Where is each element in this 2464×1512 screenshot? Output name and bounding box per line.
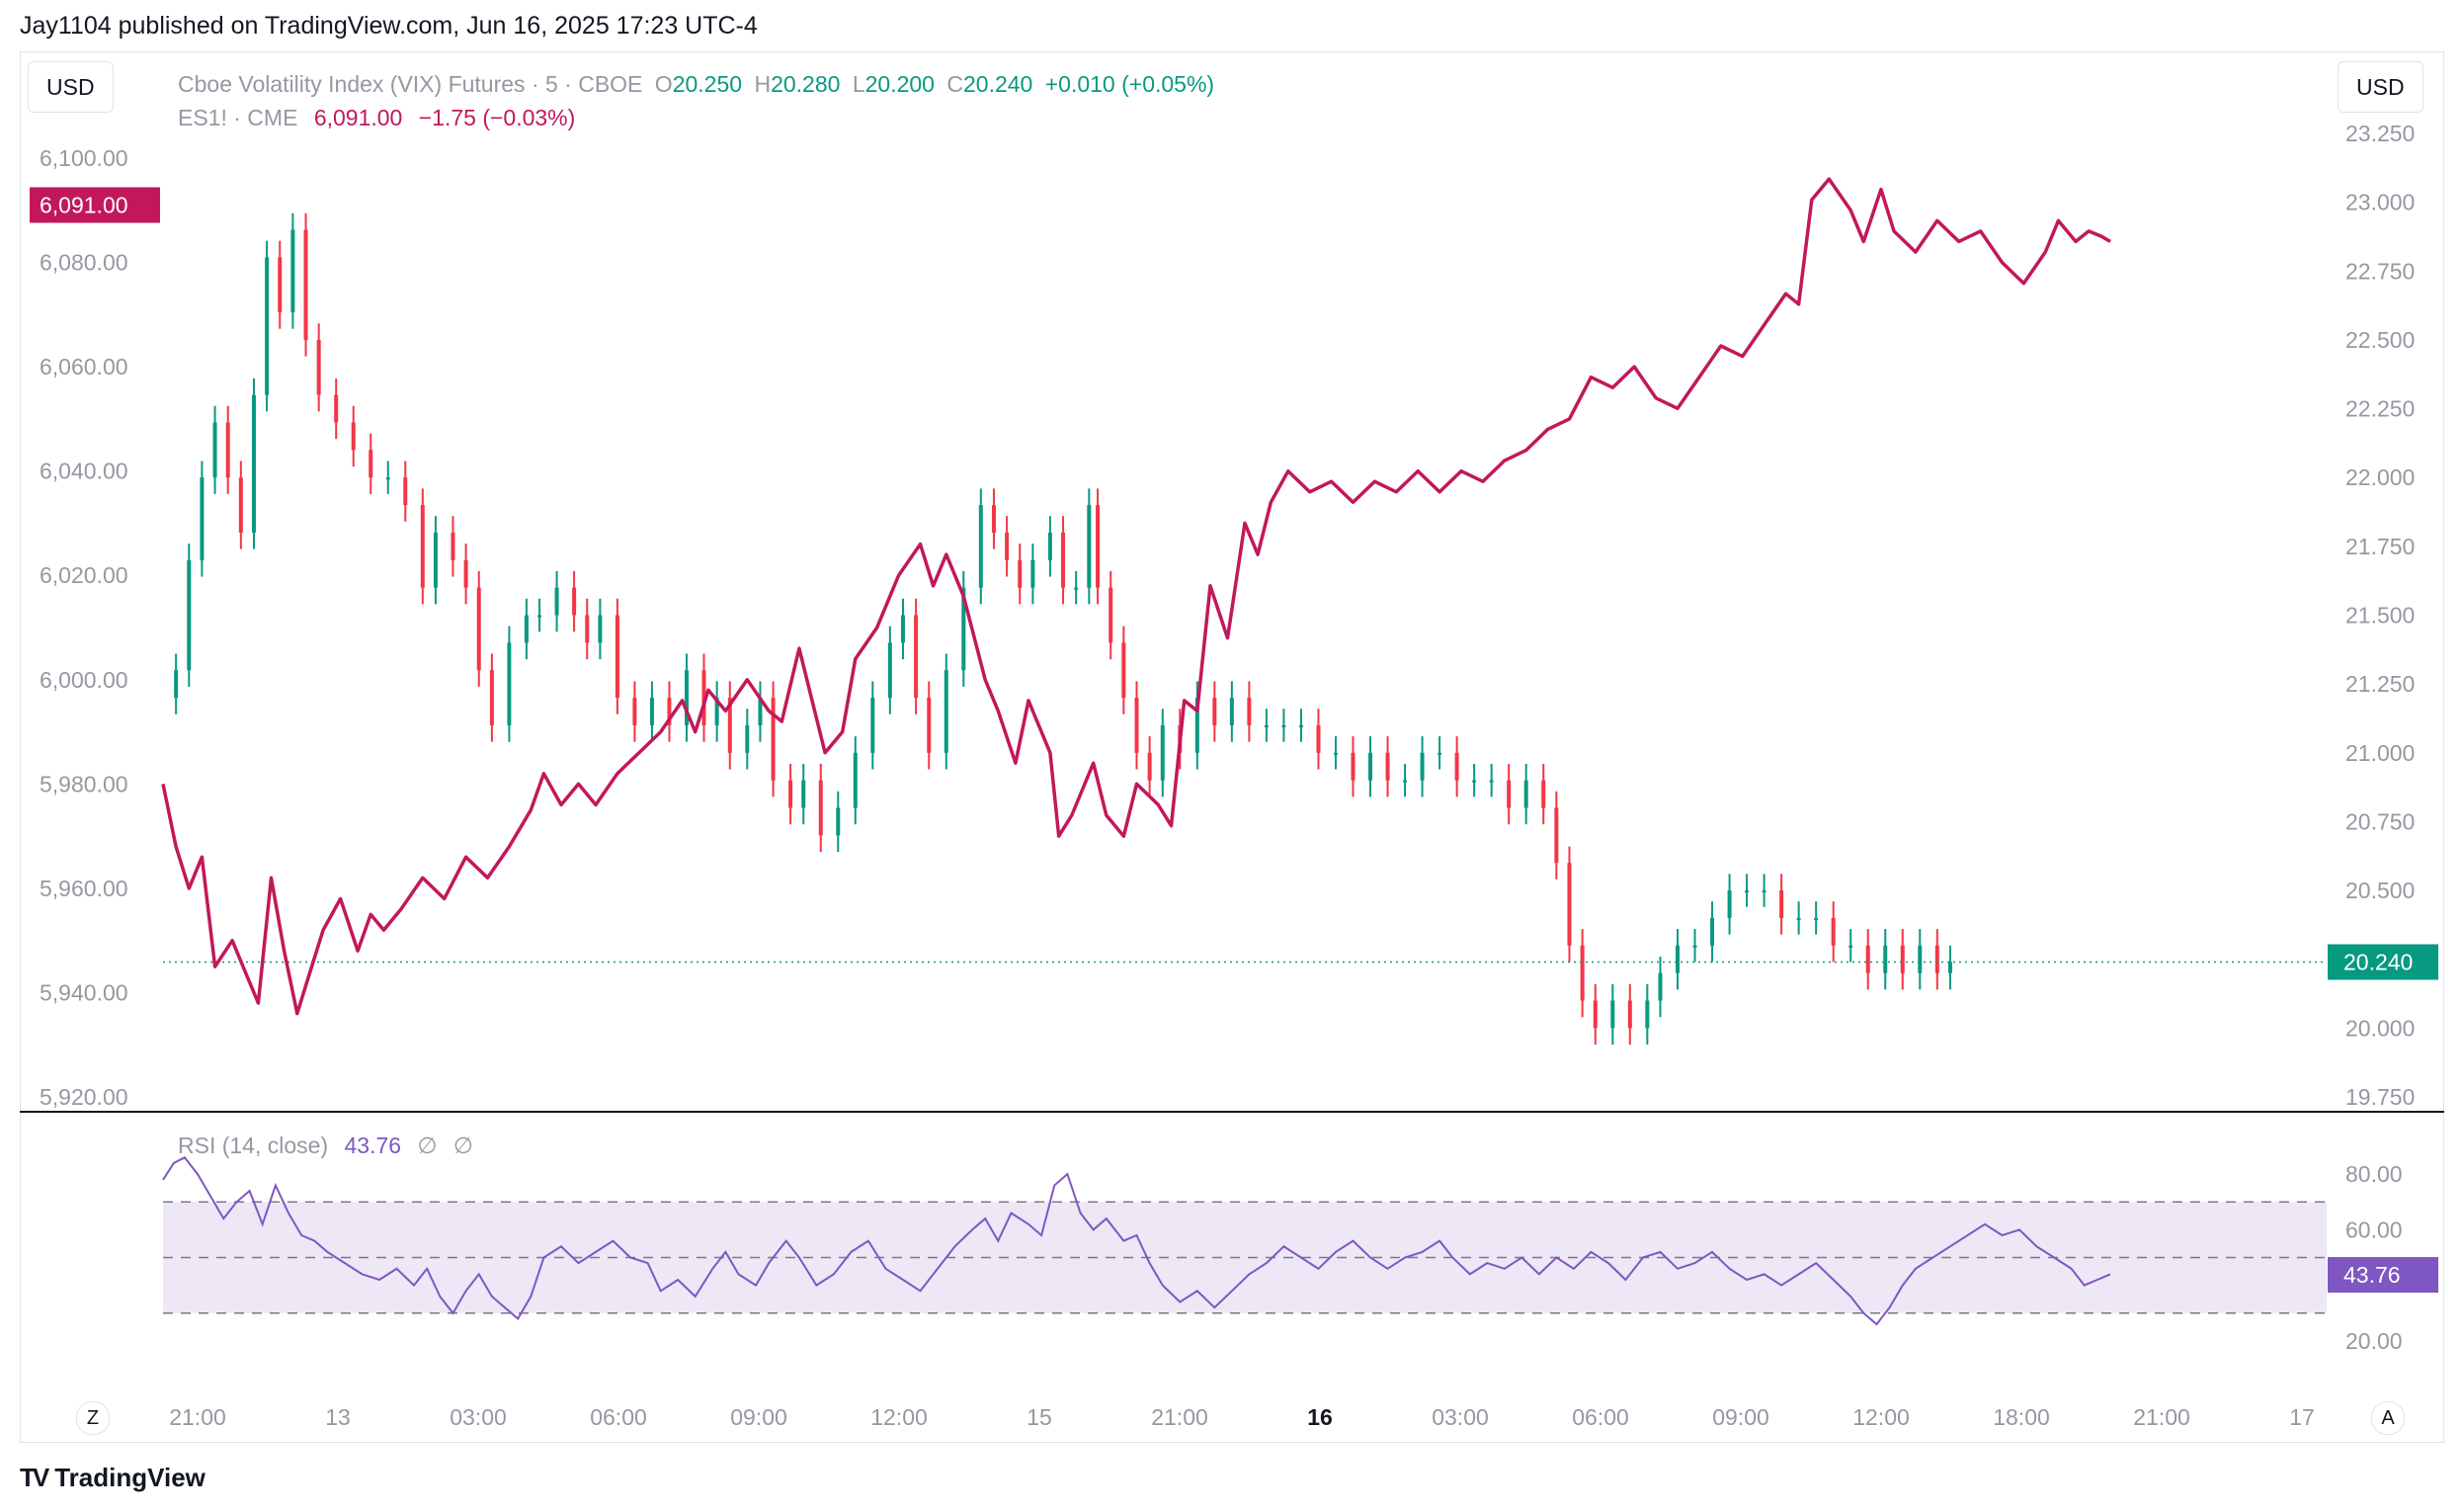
vix-h-label: H: [754, 71, 772, 97]
publisher-line: Jay1104 published on TradingView.com, Ju…: [20, 12, 758, 40]
footer-brand-text: TradingView: [54, 1463, 205, 1492]
vix-c-value: 20.240: [962, 71, 1033, 97]
es-name: ES1! · CME: [178, 105, 298, 130]
zoom-toggle-button[interactable]: Z: [76, 1401, 110, 1435]
rsi-legend: RSI (14, close) 43.76 ∅ ∅: [178, 1133, 473, 1159]
tradingview-logo-icon: TV: [20, 1463, 49, 1492]
es-legend: ES1! · CME 6,091.00 −1.75 (−0.03%): [178, 105, 575, 131]
vix-o-label: O: [654, 71, 673, 97]
es-value: 6,091.00: [313, 105, 403, 130]
chart-frame: [20, 51, 2444, 1443]
vix-o-value: 20.250: [672, 71, 743, 97]
vix-name: Cboe Volatility Index (VIX) Futures · 5 …: [178, 71, 643, 97]
auto-scale-button[interactable]: A: [2371, 1401, 2405, 1435]
vix-l-label: L: [852, 71, 865, 97]
rsi-value: 43.76: [344, 1133, 402, 1158]
visibility-off-icon[interactable]: ∅: [417, 1133, 438, 1158]
vix-h-value: 20.280: [771, 71, 841, 97]
settings-off-icon[interactable]: ∅: [452, 1133, 473, 1158]
vix-l-value: 20.200: [864, 71, 935, 97]
vix-change: +0.010 (+0.05%): [1044, 71, 1215, 97]
currency-right-button[interactable]: USD: [2338, 61, 2423, 113]
rsi-name: RSI (14, close): [178, 1133, 329, 1158]
vix-c-label: C: [946, 71, 963, 97]
footer-brand: TV TradingView: [20, 1463, 205, 1493]
vix-legend: Cboe Volatility Index (VIX) Futures · 5 …: [178, 71, 1214, 98]
currency-left-button[interactable]: USD: [28, 61, 114, 113]
es-change: −1.75 (−0.03%): [418, 105, 576, 130]
